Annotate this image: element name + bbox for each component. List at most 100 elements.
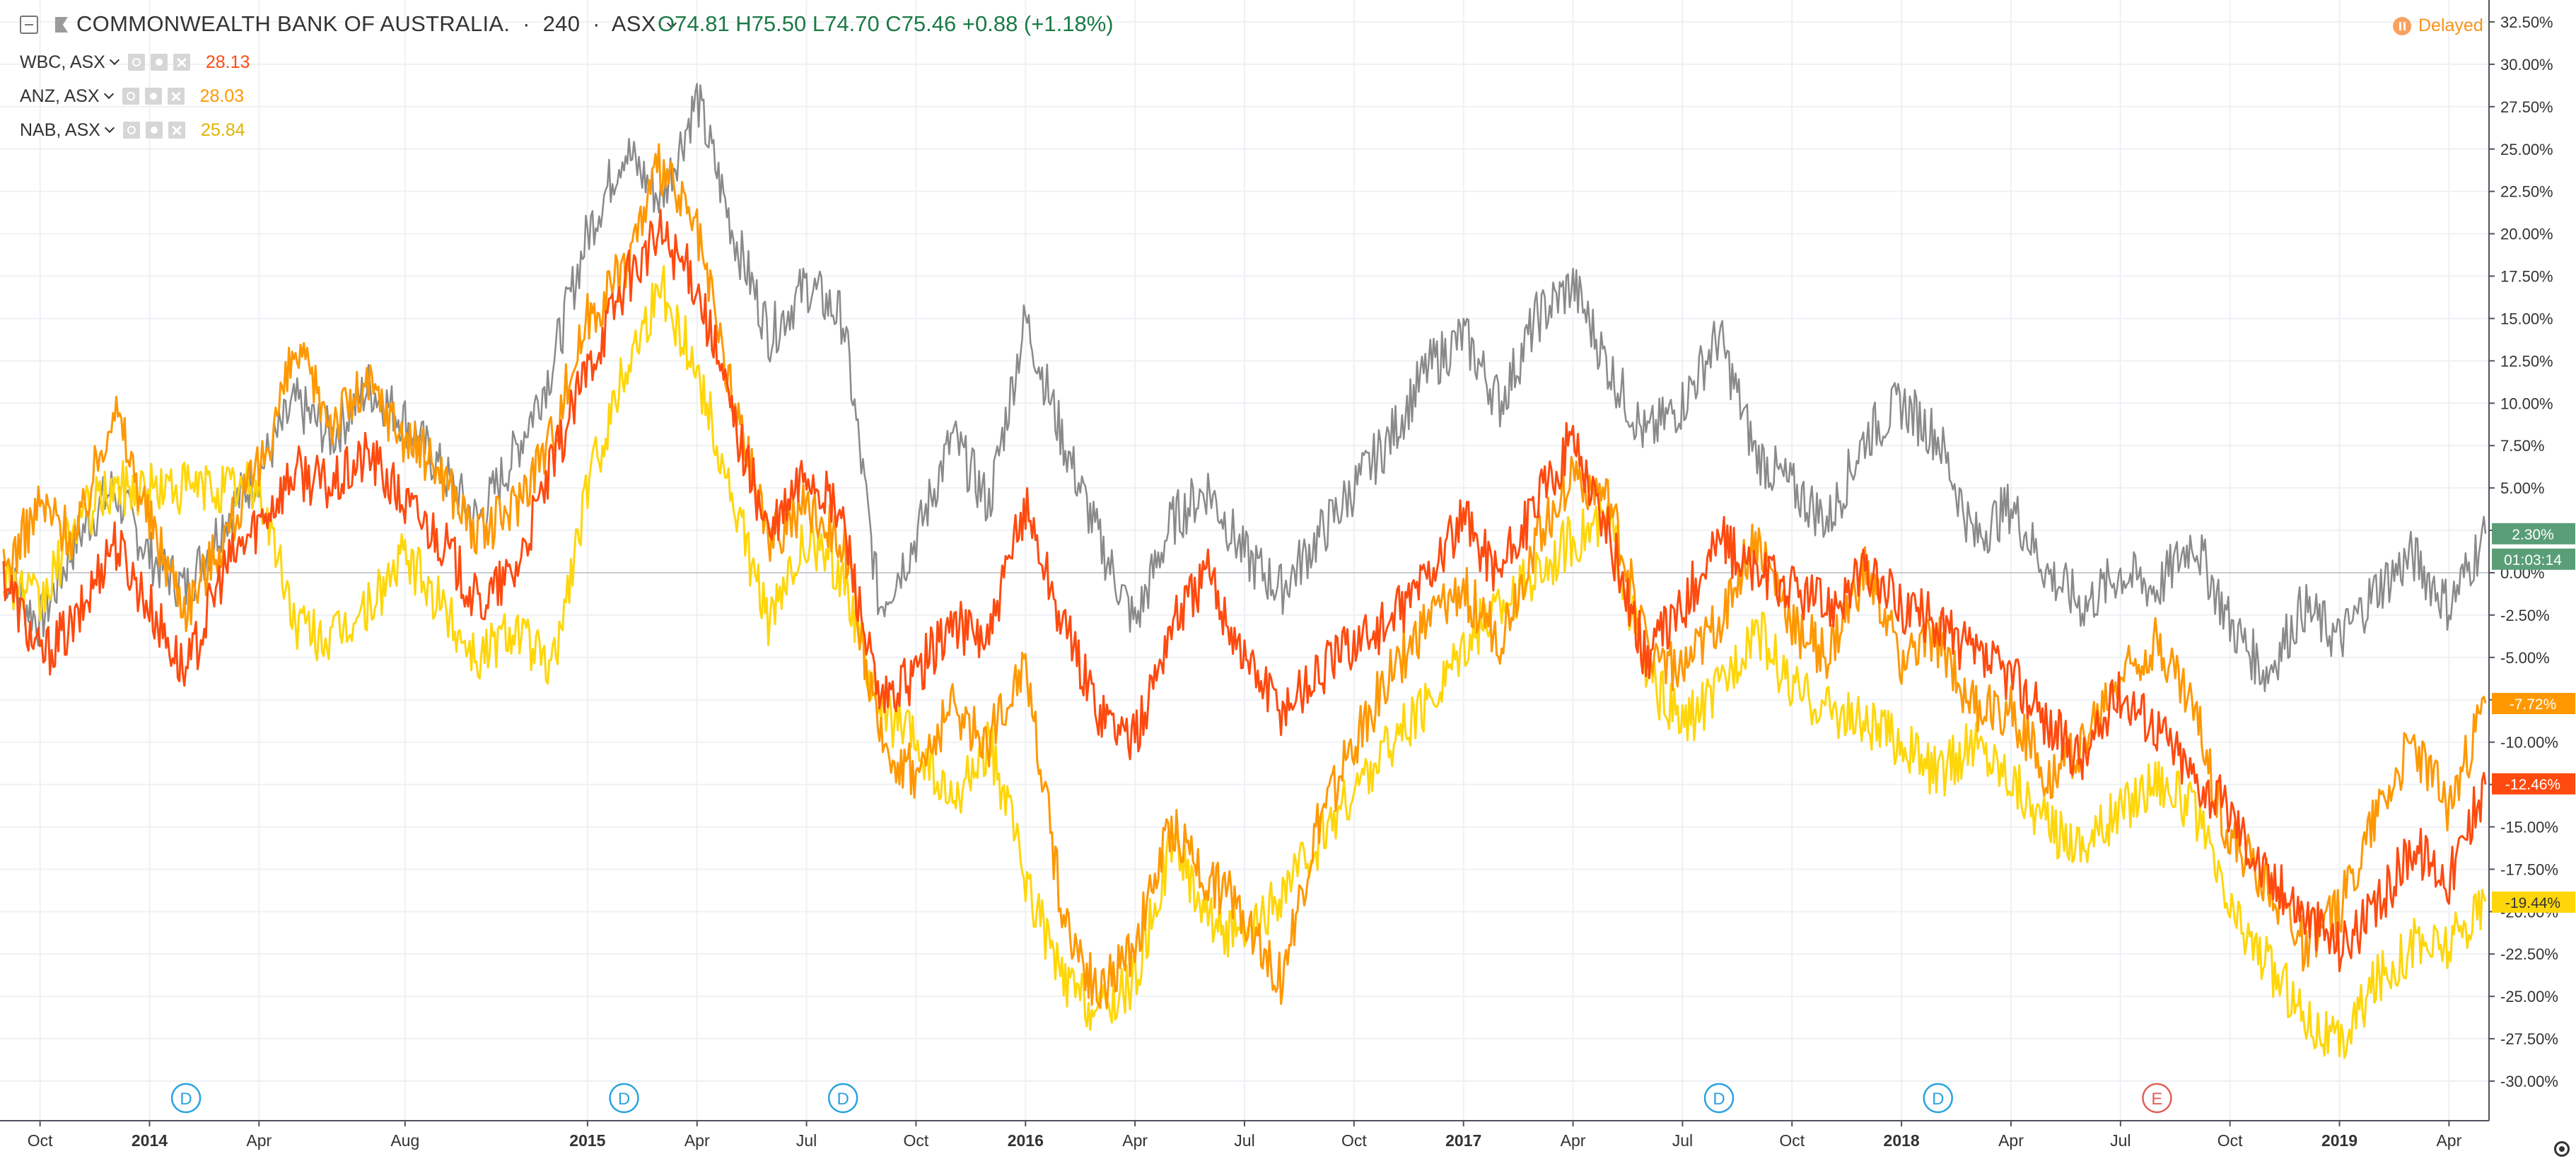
event-marker[interactable] — [2142, 1083, 2172, 1114]
gear-icon[interactable] — [145, 122, 163, 139]
price-axis-label: -15.00% — [2500, 818, 2558, 836]
price-axis-label: -27.50% — [2500, 1030, 2558, 1048]
time-axis-label: Apr — [1998, 1131, 2024, 1150]
price-tag-box — [2492, 692, 2575, 714]
interval-label: 240 — [542, 11, 581, 36]
time-axis[interactable]: Oct 2014 Apr Aug 2015 Apr Jul Oct 2016 Apr Jul Oct 2… — [0, 1120, 2489, 1150]
event-marker-label: D — [1932, 1090, 1944, 1109]
time-axis-label: Jul — [2110, 1131, 2131, 1150]
chevron-down-icon[interactable] — [103, 88, 114, 100]
price-tag-label: 2.30% — [2512, 527, 2554, 543]
price-tag-box — [2492, 891, 2575, 913]
series-line-wbc — [2, 209, 2487, 972]
chevron-down-icon[interactable] — [109, 54, 120, 66]
price-axis-label: 22.50% — [2500, 183, 2553, 201]
price-axis-label: 10.00% — [2500, 395, 2553, 412]
time-axis-label: Jul — [796, 1131, 817, 1150]
close-icon[interactable] — [173, 54, 190, 71]
time-axis-label: 2017 — [1445, 1131, 1481, 1150]
event-marker-label: D — [180, 1090, 192, 1109]
legend-symbol[interactable]: NAB, ASX — [20, 119, 100, 140]
price-axis-label: -22.50% — [2500, 945, 2558, 963]
event-marker[interactable] — [827, 1083, 858, 1114]
delayed-status[interactable]: Delayed — [2393, 16, 2483, 36]
price-axis-label: 5.00% — [2500, 479, 2544, 497]
collapse-legend-button[interactable] — [20, 16, 38, 34]
delayed-label: Delayed — [2418, 16, 2483, 35]
gear-icon[interactable] — [144, 88, 162, 105]
time-axis-label: 2016 — [1008, 1131, 1044, 1150]
legend-row-wbc[interactable]: WBC, ASX 28.13 — [20, 48, 250, 76]
eye-icon[interactable] — [122, 122, 140, 139]
chart-grid — [0, 0, 2489, 1121]
price-axis-label: 25.00% — [2500, 141, 2553, 158]
price-axis-label: 17.50% — [2500, 268, 2553, 286]
event-marker[interactable] — [1703, 1083, 1735, 1114]
legend-symbol[interactable]: ANZ, ASX — [20, 86, 100, 106]
time-axis-label: Apr — [2436, 1131, 2461, 1150]
close-icon[interactable] — [168, 122, 185, 139]
price-axis-label: -2.50% — [2500, 607, 2550, 624]
time-axis-label: Jul — [1672, 1131, 1693, 1150]
event-marker[interactable] — [1923, 1083, 1953, 1114]
event-marker-label: D — [618, 1090, 630, 1109]
price-axis-label: 12.50% — [2500, 352, 2553, 370]
time-axis-label: Jul — [1234, 1131, 1254, 1150]
close-icon[interactable] — [167, 88, 185, 105]
pause-icon — [2393, 16, 2411, 35]
legend-value: 28.03 — [199, 86, 245, 106]
price-tag-label: -7.72% — [2510, 696, 2557, 713]
time-axis-label: Oct — [2217, 1131, 2243, 1150]
eye-icon[interactable] — [122, 88, 139, 105]
time-axis-label: Apr — [1122, 1131, 1148, 1150]
time-axis-label: Apr — [246, 1131, 272, 1150]
eye-icon[interactable] — [127, 54, 145, 71]
price-tag-label: -12.46% — [2505, 777, 2560, 793]
time-axis-label: Aug — [390, 1131, 419, 1150]
main-symbol-title[interactable]: COMMONWEALTH BANK OF AUSTRALIA. · 240 · … — [76, 11, 685, 37]
event-marker[interactable] — [170, 1083, 202, 1114]
event-marker-label: D — [837, 1090, 849, 1109]
chevron-down-icon[interactable] — [104, 122, 115, 134]
exchange-label: ASX — [611, 11, 656, 36]
price-axis-label: 15.00% — [2500, 310, 2553, 327]
flag-icon[interactable] — [55, 17, 68, 33]
price-axis-label: -5.00% — [2500, 649, 2550, 667]
price-tags: 2.30% 01:03:14 -7.72% -12.46% -19.44% — [2492, 523, 2575, 913]
ohlc-values: O74.81 H75.50 L74.70 C75.46 +0.88 (+1.18… — [658, 11, 1114, 36]
time-axis-label: Apr — [1561, 1131, 1586, 1150]
price-tag-box — [2492, 523, 2575, 544]
legend-row-nab[interactable]: NAB, ASX 25.84 — [20, 116, 245, 144]
settings-gear-icon[interactable] — [2554, 1141, 2570, 1157]
time-axis-label: 2019 — [2321, 1131, 2358, 1150]
time-axis-label: Oct — [1341, 1131, 1367, 1150]
price-axis-label: -10.00% — [2500, 734, 2558, 752]
price-axis-label: -17.50% — [2500, 860, 2558, 878]
price-axis-label: 30.00% — [2500, 56, 2553, 74]
legend-row-anz[interactable]: ANZ, ASX 28.03 — [20, 82, 244, 110]
event-marker[interactable] — [609, 1083, 639, 1114]
price-tag-box — [2492, 773, 2575, 795]
legend-symbol[interactable]: WBC, ASX — [20, 52, 105, 72]
legend-value: 28.13 — [205, 52, 250, 72]
price-axis-label: 7.50% — [2500, 437, 2544, 455]
event-marker-label: D — [1713, 1090, 1725, 1109]
price-axis-label: 27.50% — [2500, 98, 2553, 116]
price-tag-box — [2492, 548, 2575, 570]
price-axis-label: 32.50% — [2500, 13, 2553, 31]
series-layer — [2, 83, 2487, 1059]
gear-icon[interactable] — [150, 54, 168, 71]
time-axis-label: Oct — [1779, 1131, 1805, 1150]
price-tag-label: 01:03:14 — [2504, 552, 2562, 568]
time-axis-label: 2014 — [132, 1131, 168, 1150]
series-line-nab — [2, 264, 2487, 1059]
time-axis-label: Oct — [904, 1131, 929, 1150]
event-marker-label: E — [2151, 1090, 2162, 1109]
time-axis-label: Apr — [684, 1131, 710, 1150]
time-axis-label: Oct — [28, 1131, 53, 1150]
time-axis-label: 2018 — [1884, 1131, 1920, 1150]
price-axis-label: -25.00% — [2500, 988, 2558, 1005]
price-axis-label: 20.00% — [2500, 226, 2553, 243]
